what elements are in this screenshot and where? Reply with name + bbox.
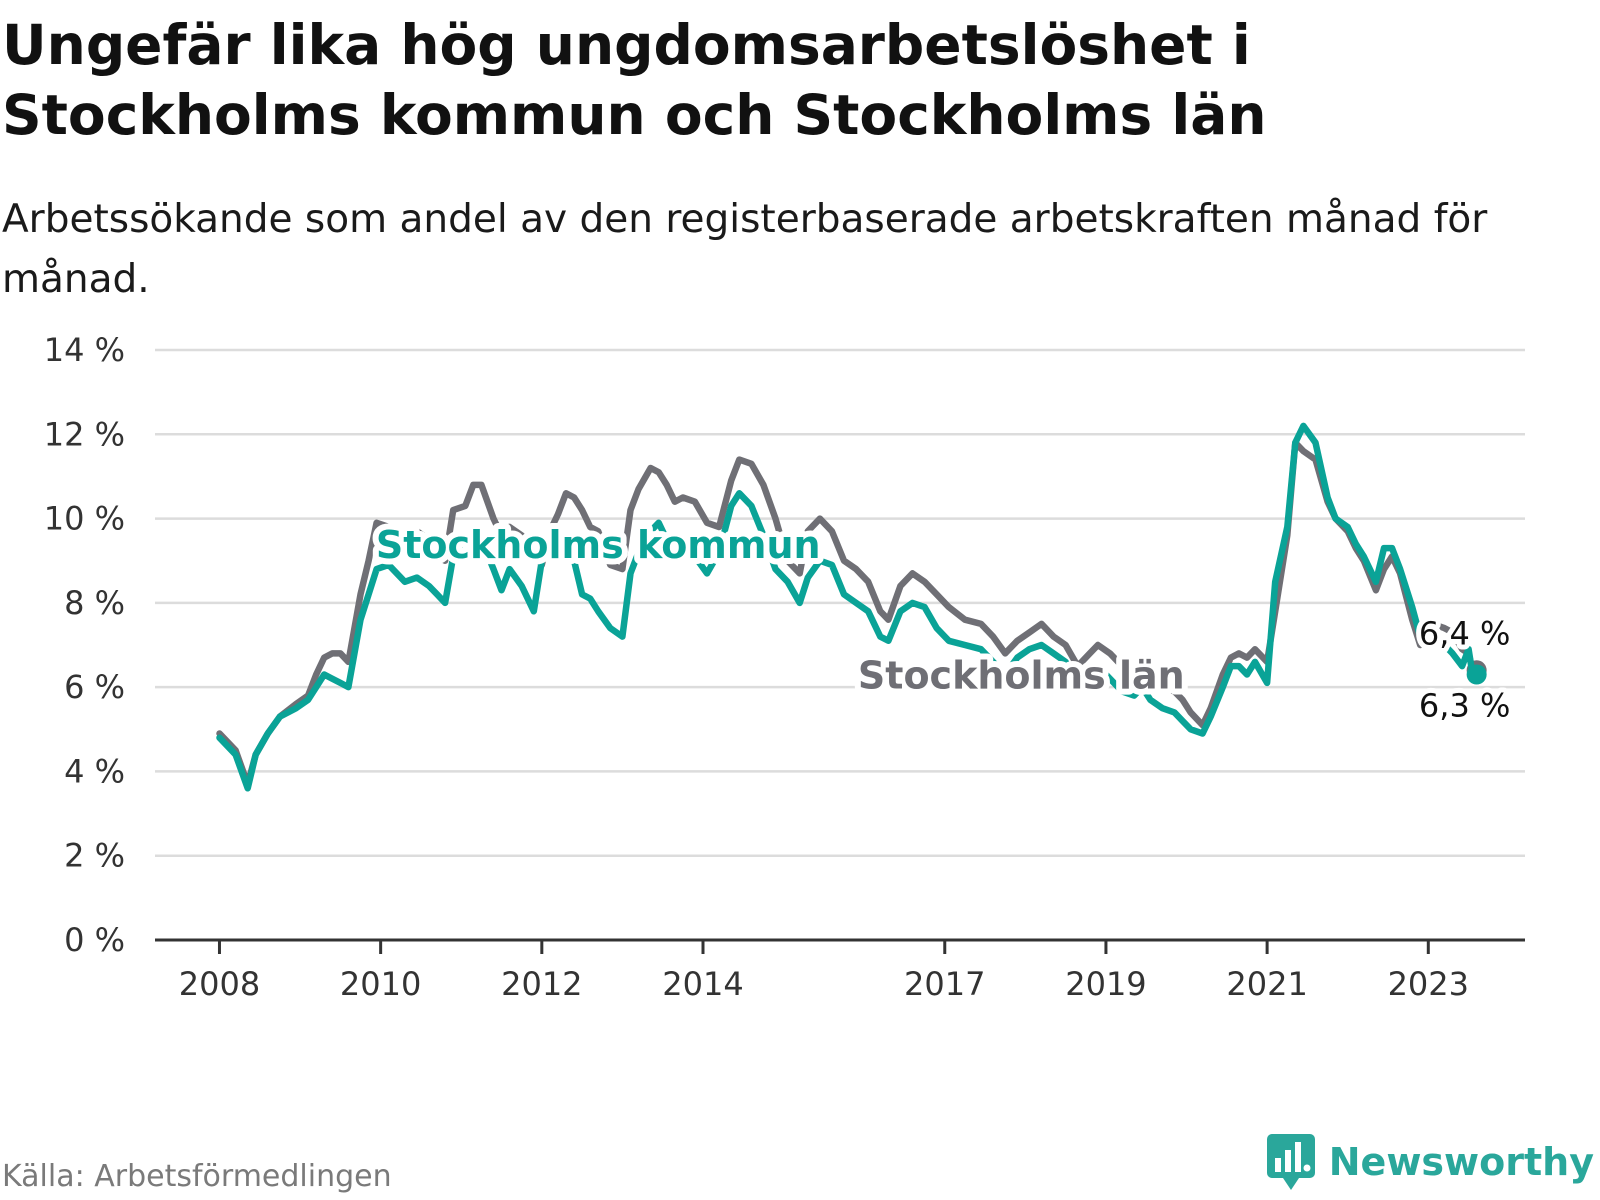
brand-logo: Newsworthy [1265, 1132, 1594, 1192]
newsworthy-logo-icon [1266, 1134, 1315, 1190]
series-lines [216, 422, 1487, 792]
x-tick-label: 2023 [1388, 965, 1469, 1003]
x-tick-label: 2019 [1065, 965, 1146, 1003]
series-label-halo: Stockholms län [858, 654, 1185, 698]
source-note: Källa: Arbetsförmedlingen [2, 1159, 392, 1194]
y-tick-label: 4 % [64, 752, 125, 790]
y-tick-label: 8 % [64, 584, 125, 622]
series-line-kommun [216, 422, 1480, 792]
brand-name: Newsworthy [1328, 1140, 1594, 1184]
y-tick-label: 10 % [44, 500, 125, 538]
series-label-lan: Stockholms län [858, 654, 1185, 698]
end-value-label-kommun: 6,3 % [1419, 687, 1510, 725]
x-tick-label: 2010 [340, 965, 421, 1003]
x-tick-label: 2021 [1226, 965, 1307, 1003]
x-tick-label: 2017 [904, 965, 985, 1003]
y-tick-label: 6 % [64, 668, 125, 706]
y-tick-label: 2 % [64, 837, 125, 875]
y-axis: 0 % 2 % 4 % 6 % 8 % 10 % 12 % 14 % [44, 331, 125, 959]
series-label-halo: Stockholms kommun [376, 523, 821, 567]
y-tick-label: 0 % [64, 921, 125, 959]
gridlines [155, 348, 1525, 857]
x-tick-label: 2014 [662, 965, 743, 1003]
chart-subtitle: Arbetssökande som andel av den registerb… [2, 197, 1488, 302]
x-tick-label: 2012 [501, 965, 582, 1003]
line-chart: 0 % 2 % 4 % 6 % 8 % 10 % 12 % 14 % 2008 2010 2012… [44, 331, 1525, 1003]
y-tick-label: 14 % [44, 331, 125, 369]
end-point-kommun [1466, 664, 1487, 685]
end-label-halo: 6,3 % [1419, 687, 1510, 725]
end-label-halo: 6,4 % [1419, 614, 1510, 652]
x-tick-label: 2008 [179, 965, 260, 1003]
y-tick-label: 12 % [44, 415, 125, 453]
series-label-kommun: Stockholms kommun [376, 523, 821, 567]
chart-title: Ungefär lika hög ungdomsarbetslöshet i S… [2, 13, 1267, 147]
x-axis: 2008 2010 2012 2014 2017 2019 2021 2023 [155, 938, 1525, 1003]
end-value-label-lan: 6,4 % [1419, 614, 1510, 652]
